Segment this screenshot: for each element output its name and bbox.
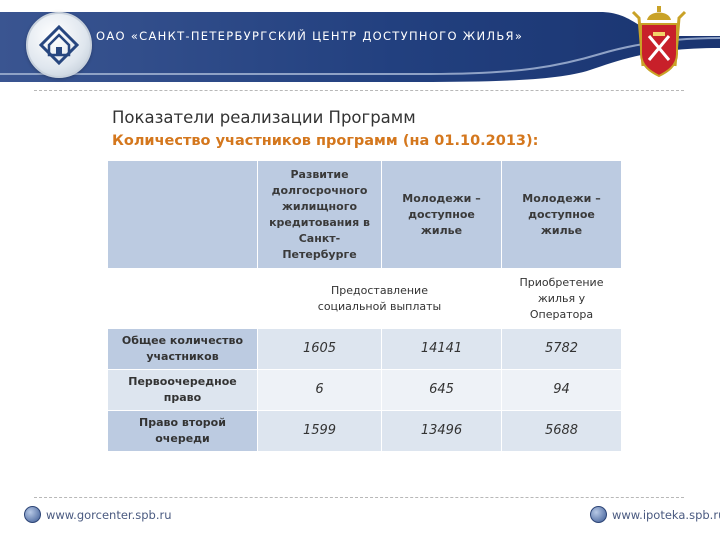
company-logo bbox=[26, 12, 92, 78]
table-subheader-empty bbox=[107, 268, 258, 329]
footer-link-right[interactable]: www.ipoteka.spb.ru bbox=[590, 506, 720, 523]
header-swoosh bbox=[0, 0, 720, 82]
globe-icon bbox=[590, 506, 607, 523]
table-row: Первоочередное право 6 645 94 bbox=[107, 369, 622, 411]
table-row: Право второй очереди 1599 13496 5688 bbox=[107, 410, 622, 452]
slide-title: Показатели реализации Программ bbox=[112, 108, 416, 127]
header-band: ОАО «САНКТ-ПЕТЕРБУРГСКИЙ ЦЕНТР ДОСТУПНОГ… bbox=[0, 0, 720, 88]
globe-icon bbox=[24, 506, 41, 523]
row-label: Первоочередное право bbox=[107, 369, 258, 411]
table-cell: 6 bbox=[257, 369, 382, 411]
table-cell: 5782 bbox=[501, 328, 622, 370]
column-header: Развитие долгосрочного жилищного кредито… bbox=[257, 160, 382, 269]
footer-link-left-text[interactable]: www.gorcenter.spb.ru bbox=[46, 507, 172, 522]
column-header: Молодежи – доступное жилье bbox=[381, 160, 502, 269]
table-cell: 5688 bbox=[501, 410, 622, 452]
table-header-row: Развитие долгосрочного жилищного кредито… bbox=[107, 160, 622, 269]
table-cell: 1599 bbox=[257, 410, 382, 452]
row-label: Право второй очереди bbox=[107, 410, 258, 452]
table-subheader-row: Предоставление социальной выплаты Приобр… bbox=[107, 268, 622, 329]
row-label: Общее количество участников bbox=[107, 328, 258, 370]
slide-subtitle: Количество участников программ (на 01.10… bbox=[112, 133, 539, 149]
table-row: Общее количество участников 1605 14141 5… bbox=[107, 328, 622, 370]
organization-name: ОАО «САНКТ-ПЕТЕРБУРГСКИЙ ЦЕНТР ДОСТУПНОГ… bbox=[96, 29, 524, 43]
footer-divider bbox=[34, 497, 684, 498]
footer-link-left[interactable]: www.gorcenter.spb.ru bbox=[24, 506, 172, 523]
table-cell: 14141 bbox=[381, 328, 502, 370]
subheader-merged: Предоставление социальной выплаты bbox=[257, 268, 502, 329]
header-divider bbox=[34, 90, 684, 91]
table-cell: 645 bbox=[381, 369, 502, 411]
column-header: Молодежи – доступное жилье bbox=[501, 160, 622, 269]
participants-table: Развитие долгосрочного жилищного кредито… bbox=[107, 160, 622, 452]
table-cell: 1605 bbox=[257, 328, 382, 370]
subheader-last: Приобретение жилья у Оператора bbox=[501, 268, 622, 329]
table-cell: 13496 bbox=[381, 410, 502, 452]
coat-of-arms-icon bbox=[623, 4, 695, 80]
table-cell: 94 bbox=[501, 369, 622, 411]
table-corner-cell bbox=[107, 160, 258, 269]
footer-link-right-text[interactable]: www.ipoteka.spb.ru bbox=[612, 507, 720, 522]
